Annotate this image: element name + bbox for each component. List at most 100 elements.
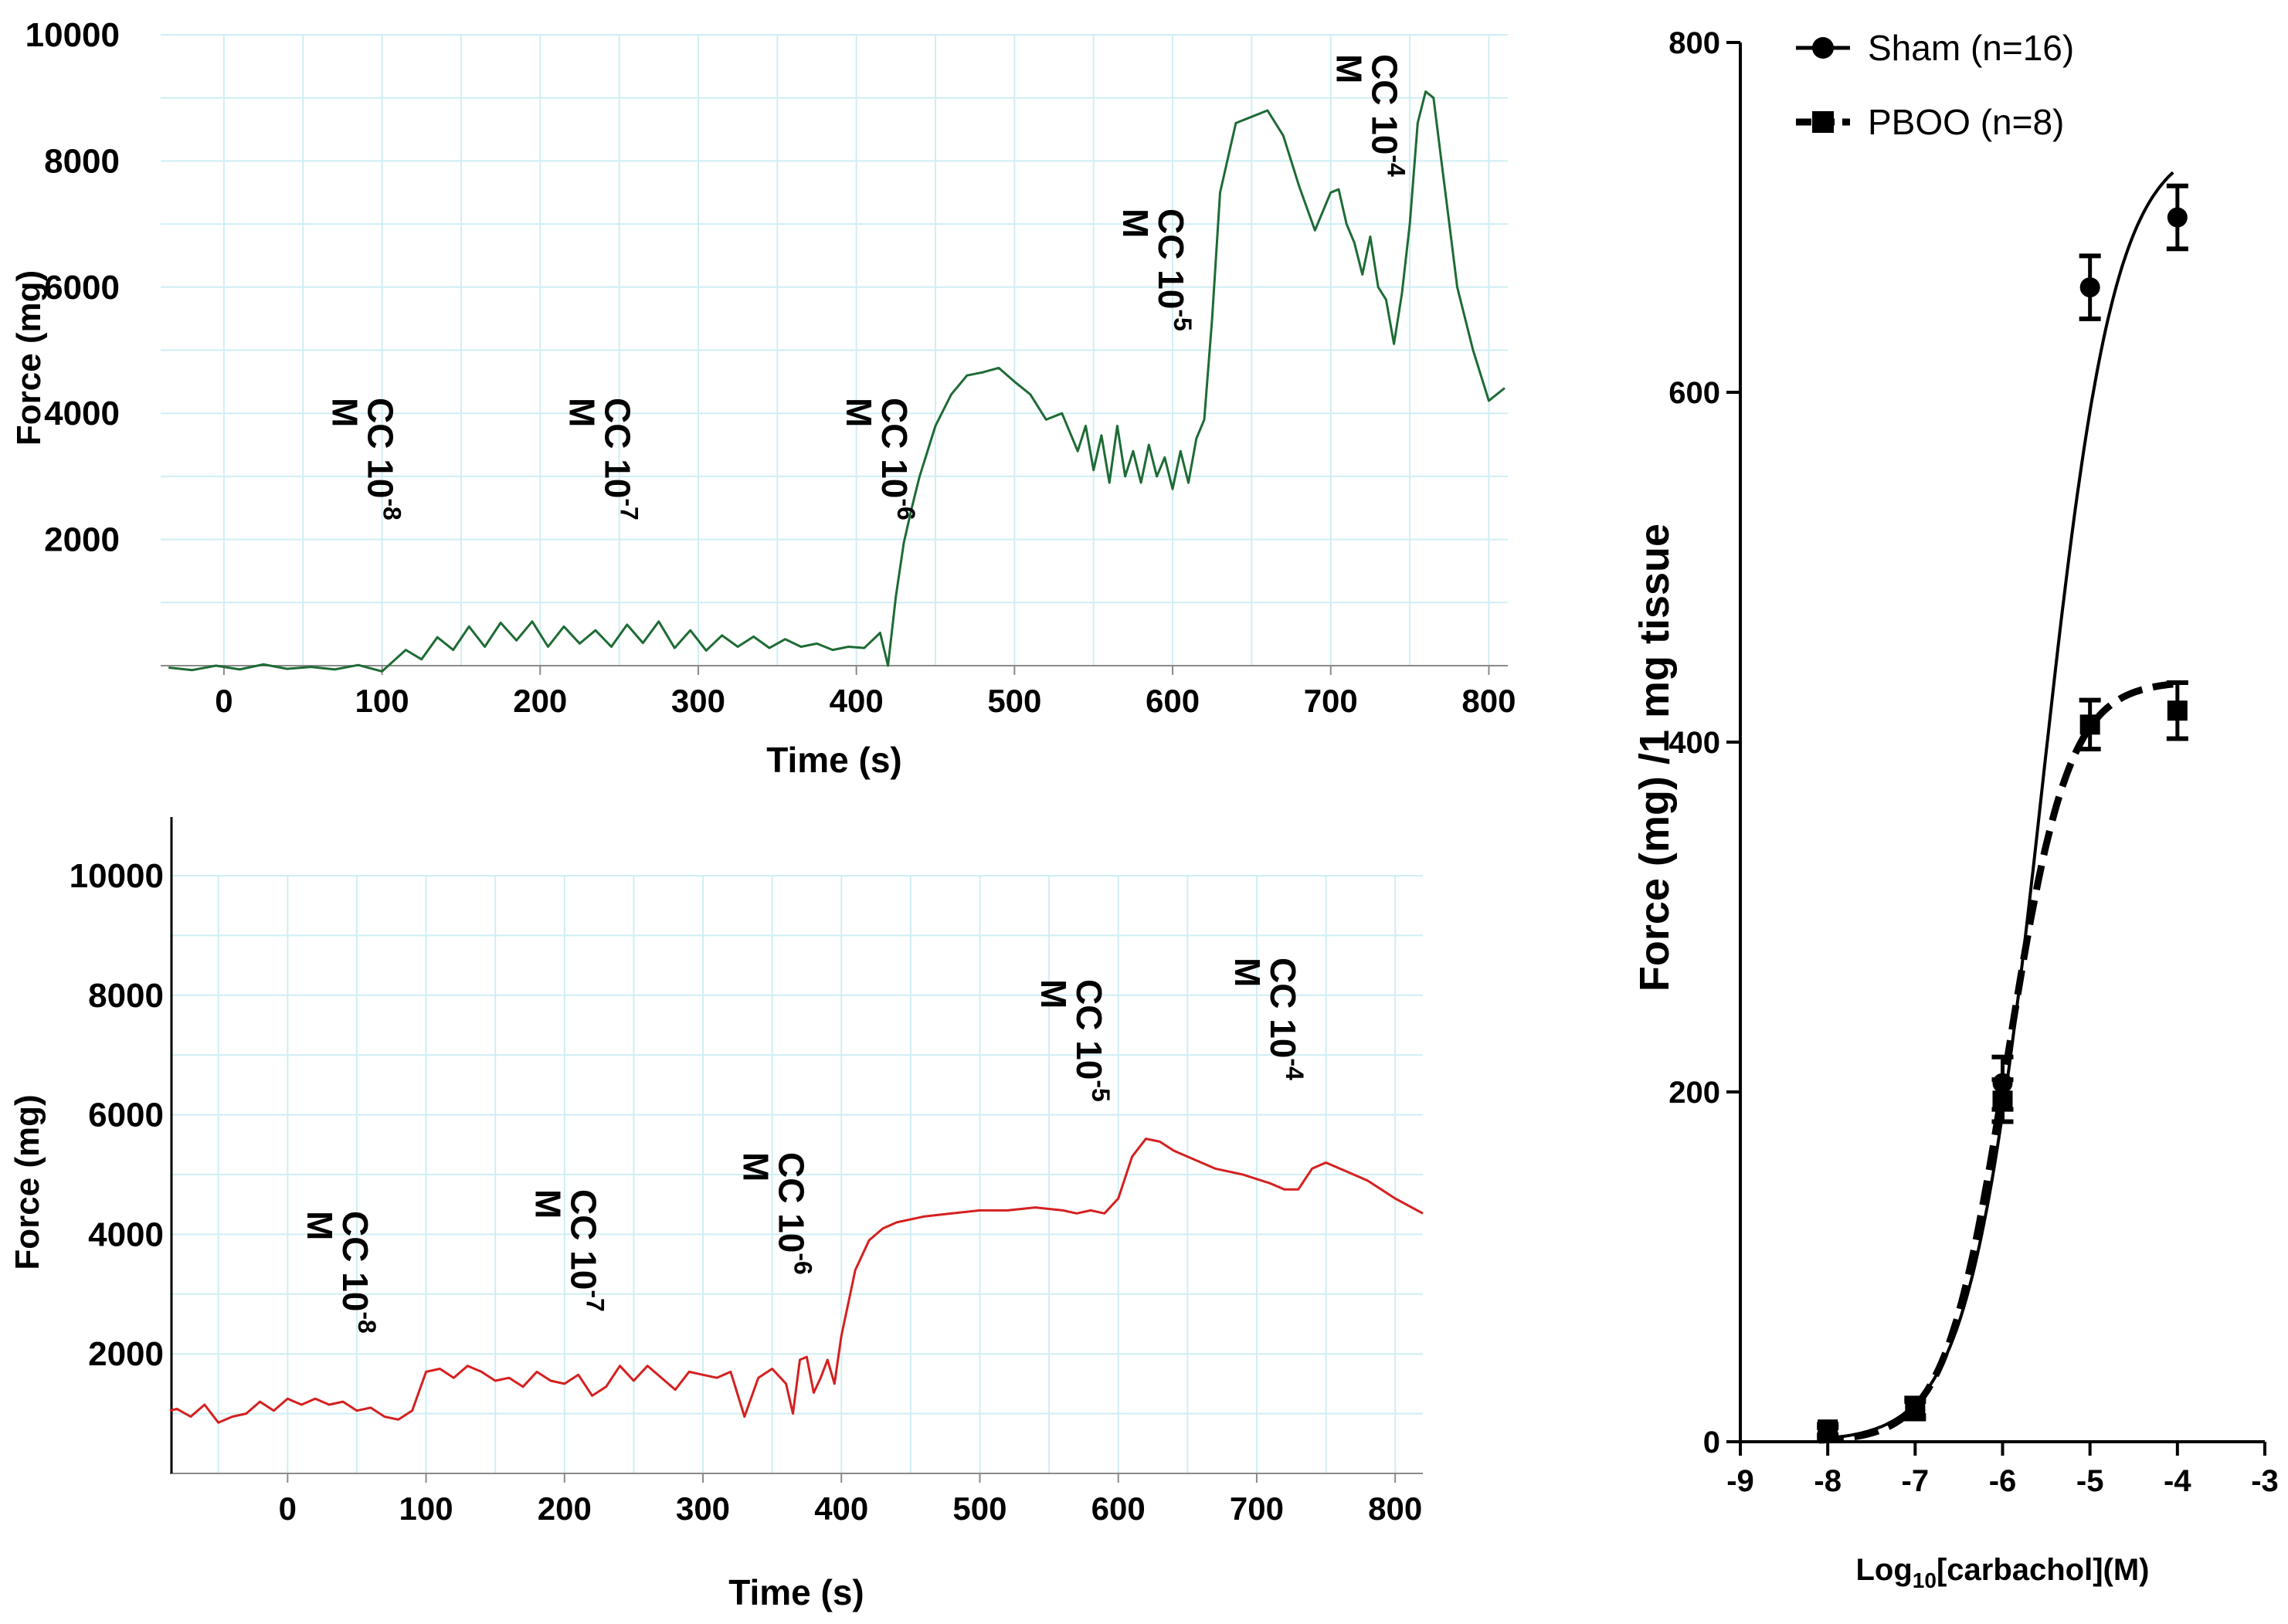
annotation-unit: M: [839, 398, 879, 427]
annotation-unit: M: [528, 1189, 569, 1219]
y-tick-label: 200: [1668, 1076, 1720, 1110]
annotation-exponent: -4: [1281, 1058, 1309, 1080]
annotation-unit: M: [325, 398, 365, 427]
annotation-base: CC 10: [772, 1152, 812, 1253]
x-tick-label: -9: [1726, 1464, 1754, 1498]
annotation-base: CC 10: [598, 398, 638, 498]
data-point-sham: [2079, 277, 2100, 298]
annotation-base: CC 10: [1263, 958, 1303, 1058]
y-tick-label: 6000: [44, 269, 120, 307]
panel-dose-response: 0 200 400 600 800 -9 -8 -7 -6 -5 -4 -3 Log10[carbach…: [1631, 26, 2279, 1592]
dose-annotation: CC 10-7 M: [562, 398, 643, 520]
y-tick-label: 4000: [44, 395, 120, 432]
y-axis-label: Force (mg) /1 mg tissue: [1631, 524, 1678, 992]
y-tick-label: 0: [1703, 1426, 1720, 1460]
x-label-base: Log: [1855, 1553, 1912, 1587]
annotation-exponent: -8: [379, 498, 406, 520]
x-axis-label: Time (s): [728, 1572, 864, 1612]
y-tick-label: 10000: [70, 857, 164, 895]
x-tick-label: 100: [399, 1490, 453, 1527]
x-tick-label: 300: [676, 1490, 730, 1527]
y-tick-label: 10000: [25, 16, 120, 54]
annotation-exponent: -7: [616, 498, 643, 520]
x-label-rest: [carbachol](M): [1937, 1553, 2150, 1587]
panel-top-trace: 0 100 200 300 400 500 600 700 800 2000 4000 6000 800…: [10, 16, 1516, 780]
gridlines: [161, 34, 1508, 666]
x-tick-label: 800: [1461, 683, 1516, 719]
trace-line: [169, 1137, 1424, 1424]
annotation-unit: M: [1329, 54, 1369, 83]
annotation-unit: M: [1115, 209, 1156, 238]
annotation-unit: M: [1227, 958, 1268, 987]
y-tick-label: 800: [1668, 26, 1720, 60]
annotation-base: CC 10: [564, 1189, 604, 1290]
x-tick-label: 200: [513, 683, 567, 719]
legend-marker-circle: [1812, 37, 1834, 59]
x-axis-label: Log10[carbachol](M): [1855, 1553, 2149, 1592]
x-tick-label: -7: [1902, 1464, 1930, 1498]
x-tick-label: 400: [830, 683, 884, 719]
y-tick-label: 600: [1668, 376, 1720, 410]
fit-curve-pboo: [1818, 680, 2174, 1444]
dose-annotation: CC 10-7 M: [528, 1189, 609, 1312]
annotation-base: CC 10: [361, 398, 401, 498]
x-tick-label: 0: [279, 1490, 297, 1527]
y-tick-label: 8000: [44, 142, 120, 180]
x-tick-label: 600: [1091, 1490, 1146, 1527]
data-point-pboo: [1992, 1090, 2013, 1111]
dose-annotation: CC 10-5 M: [1034, 979, 1115, 1102]
annotation-exponent: -5: [1087, 1080, 1115, 1101]
annotation-exponent: -5: [1169, 309, 1197, 331]
legend-label: Sham (n=16): [1868, 28, 2074, 68]
data-point-pboo: [2079, 714, 2100, 735]
annotation-exponent: -6: [892, 498, 920, 520]
dose-annotation: CC 10-8 M: [325, 398, 406, 520]
data-point-pboo: [1905, 1396, 1926, 1417]
annotation-base: CC 10: [874, 398, 915, 498]
dose-annotation: CC 10-6 M: [736, 1152, 817, 1275]
x-tick-label: 700: [1304, 683, 1358, 719]
dose-annotation: CC 10-5 M: [1115, 209, 1197, 331]
x-tick-label: 0: [215, 683, 233, 719]
dose-annotation: CC 10-4 M: [1329, 54, 1410, 177]
panel-bottom-trace: 0 100 200 300 400 500 600 700 800 2000 4000 6000 800…: [8, 817, 1424, 1612]
x-tick-label: 500: [987, 683, 1041, 719]
dose-annotation: CC 10-4 M: [1227, 958, 1309, 1080]
legend-label: PBOO (n=8): [1868, 102, 2064, 142]
y-tick-label: 8000: [88, 977, 164, 1015]
legend: Sham (n=16) PBOO (n=8): [1796, 28, 2074, 142]
annotation-unit: M: [1034, 979, 1074, 1009]
x-label-subscript: 10: [1913, 1568, 1937, 1592]
x-tick-label: 200: [538, 1490, 592, 1527]
x-tick-label: -3: [2251, 1464, 2279, 1498]
y-tick-label: 6000: [88, 1097, 164, 1134]
y-axis-label: Force (mg): [8, 1094, 46, 1270]
data-point-pboo: [2167, 700, 2188, 721]
annotation-base: CC 10: [1364, 54, 1404, 154]
x-tick-label: -5: [2076, 1464, 2104, 1498]
x-tick-label: -8: [1814, 1464, 1842, 1498]
annotation-base: CC 10: [1151, 209, 1191, 309]
y-tick-label: 2000: [44, 521, 120, 559]
trace-line: [168, 90, 1506, 673]
annotation-exponent: -8: [353, 1311, 381, 1333]
annotation-exponent: -4: [1382, 154, 1410, 177]
data-point-sham: [2167, 207, 2188, 228]
x-tick-label: 600: [1146, 683, 1200, 719]
x-tick-label: 400: [814, 1490, 868, 1527]
dose-annotation: CC 10-6 M: [839, 398, 920, 520]
data-point-pboo: [1818, 1419, 1838, 1440]
dose-annotation: CC 10-8 M: [300, 1211, 381, 1334]
annotation-unit: M: [736, 1152, 776, 1182]
x-axis-label: Time (s): [766, 740, 902, 780]
annotation-exponent: -7: [582, 1290, 609, 1311]
x-tick-label: 800: [1368, 1490, 1422, 1527]
y-tick-label: 2000: [88, 1335, 164, 1373]
x-tick-label: 700: [1230, 1490, 1284, 1527]
y-tick-label: 400: [1668, 726, 1720, 760]
annotation-base: CC 10: [1069, 979, 1109, 1080]
y-tick-label: 4000: [88, 1215, 164, 1253]
y-axis-label: Force (mg): [10, 270, 48, 446]
x-tick-label: -6: [1989, 1464, 2017, 1498]
